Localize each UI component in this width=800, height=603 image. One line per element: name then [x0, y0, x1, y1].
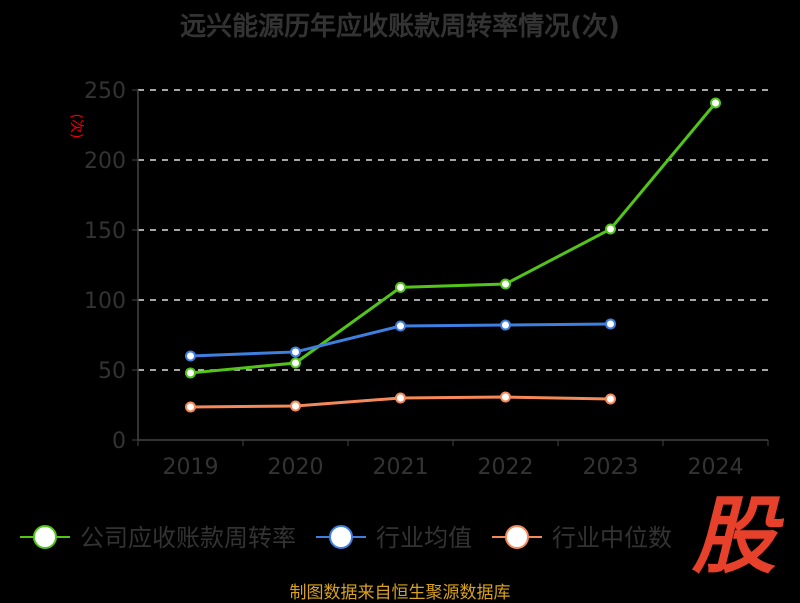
- chart-title: 远兴能源历年应收账款周转率情况(次): [180, 12, 620, 42]
- data-point: [500, 391, 511, 403]
- data-point: [185, 367, 196, 379]
- data-point: [185, 350, 196, 362]
- legend-label: 公司应收账款周转率: [80, 524, 296, 552]
- source-footer: 制图数据来自恒生聚源数据库: [289, 583, 511, 603]
- x-tick-label: 2022: [478, 455, 534, 480]
- data-point: [605, 223, 616, 235]
- data-point: [185, 401, 196, 413]
- data-point: [605, 318, 616, 330]
- data-point: [290, 346, 301, 358]
- legend-label: 行业中位数: [552, 524, 672, 552]
- y-tick-label: 0: [112, 429, 126, 454]
- x-tick-label: 2023: [583, 455, 639, 480]
- x-tick-label: 2019: [163, 455, 219, 480]
- y-tick-label: 250: [84, 79, 126, 104]
- data-point: [500, 278, 511, 290]
- series-line-0: [190, 102, 717, 375]
- y-tick-label: 100: [84, 289, 126, 314]
- data-point: [290, 357, 301, 369]
- data-point: [395, 281, 406, 293]
- y-axis-label: (次): [68, 114, 84, 139]
- x-tick-label: 2021: [373, 455, 429, 480]
- data-point: [500, 319, 511, 331]
- data-point: [710, 97, 721, 109]
- legend-marker: [505, 525, 529, 549]
- legend-marker: [33, 525, 57, 549]
- data-point: [605, 393, 616, 405]
- legend-label: 行业均值: [376, 524, 472, 552]
- y-tick-label: 50: [98, 359, 126, 384]
- y-tick-label: 200: [84, 149, 126, 174]
- data-point: [290, 400, 301, 412]
- x-tick-label: 2020: [268, 455, 324, 480]
- data-point: [395, 320, 406, 332]
- y-tick-label: 150: [84, 219, 126, 244]
- legend-marker: [329, 525, 353, 549]
- x-tick-label: 2024: [688, 455, 744, 480]
- data-point: [395, 392, 406, 404]
- brand-logo: 股: [692, 487, 777, 585]
